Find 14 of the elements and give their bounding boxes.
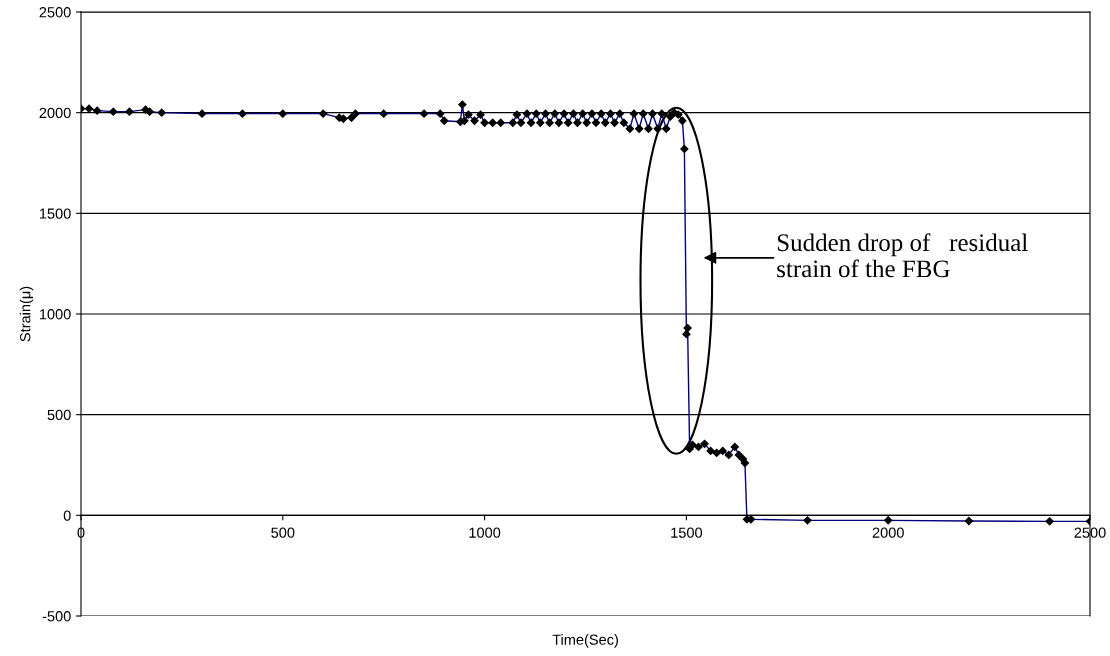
y-tick-label: 2500: [39, 7, 71, 18]
y-tick-label: 2000: [39, 107, 71, 119]
x-tick-label: 500: [271, 527, 295, 538]
y-tick-label: 500: [47, 409, 71, 421]
x-axis-title: Time(Sec): [552, 634, 618, 648]
y-tick-label: 0: [63, 510, 71, 521]
y-tick-label: -500: [42, 611, 71, 622]
annotation: Sudden drop of residual strain of the FBG: [777, 233, 1028, 278]
y-axis-title: Strain(μ): [19, 286, 34, 342]
x-tick-label: 2000: [872, 527, 904, 538]
x-tick-label: 1000: [469, 527, 501, 538]
y-tick-label: 1000: [39, 309, 71, 320]
x-tick-label: 1500: [671, 527, 703, 538]
y-tick-label: 1500: [39, 208, 71, 219]
